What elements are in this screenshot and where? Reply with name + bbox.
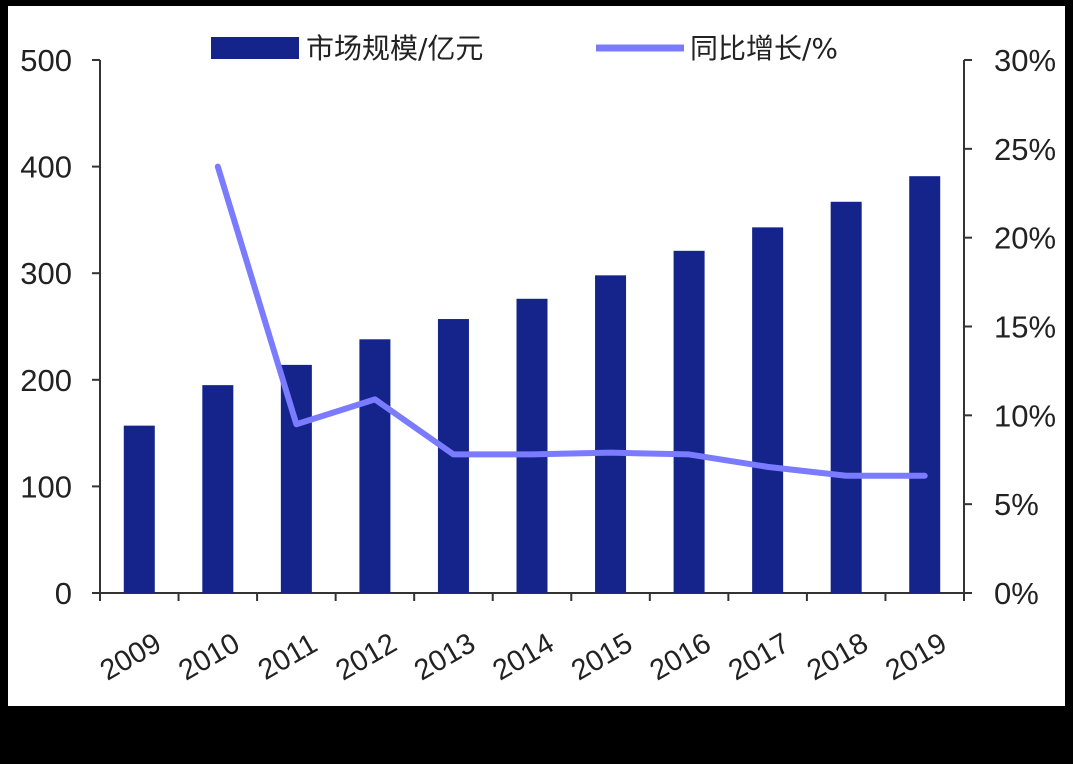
chart-card: 市场规模/亿元 同比增长/% 0 100 200 300 400 500 0% 5% 10% 15… bbox=[8, 6, 1065, 706]
growth-line-series bbox=[214, 163, 928, 479]
x-axis-tick-label: 2012 bbox=[330, 627, 402, 687]
left-axis-tick-label: 500 bbox=[20, 43, 72, 78]
growth-line bbox=[214, 163, 928, 479]
bar bbox=[359, 339, 391, 593]
bar bbox=[123, 425, 155, 593]
x-axis-tick-label: 2016 bbox=[645, 627, 717, 687]
left-axis-tick-label: 400 bbox=[20, 150, 72, 185]
right-axis-tick-label: 30% bbox=[994, 43, 1056, 78]
right-axis-tick-label: 10% bbox=[994, 398, 1056, 433]
x-axis-tick-label: 2014 bbox=[488, 627, 560, 687]
bar bbox=[202, 385, 234, 593]
legend-label-yoy-growth: 同比增长/% bbox=[690, 32, 838, 65]
legend-label-market-size: 市场规模/亿元 bbox=[306, 32, 483, 65]
right-axis-tick-label: 5% bbox=[994, 487, 1039, 522]
bar bbox=[909, 176, 941, 593]
right-axis-tick-label: 20% bbox=[994, 221, 1056, 256]
bar bbox=[752, 227, 784, 593]
left-axis-tick-label: 200 bbox=[20, 363, 72, 398]
x-axis-tick-label: 2011 bbox=[253, 628, 323, 687]
legend-swatch-bar bbox=[211, 37, 299, 59]
x-axis-tick-label: 2019 bbox=[880, 627, 952, 687]
right-axis-tick-label: 0% bbox=[994, 576, 1039, 611]
bar bbox=[673, 250, 705, 593]
bar bbox=[516, 298, 548, 593]
x-axis-tick-label: 2010 bbox=[173, 627, 245, 687]
left-axis-tick-label: 100 bbox=[20, 469, 72, 504]
bar bbox=[595, 275, 627, 593]
left-axis-tick-label: 300 bbox=[20, 256, 72, 291]
left-axis-tick-label: 0 bbox=[55, 576, 72, 611]
x-axis-tick-label: 2017 bbox=[723, 627, 795, 687]
right-axis-tick-label: 25% bbox=[994, 132, 1056, 167]
bars bbox=[123, 176, 941, 593]
x-axis-tick-label: 2009 bbox=[95, 627, 167, 687]
chart: 市场规模/亿元 同比增长/% 0 100 200 300 400 500 0% 5% 10% 15… bbox=[20, 32, 1056, 687]
x-axis-tick-label: 2018 bbox=[802, 627, 874, 687]
right-axis-tick-label: 15% bbox=[994, 310, 1056, 345]
x-axis-tick-label: 2013 bbox=[409, 627, 481, 687]
bar bbox=[280, 364, 312, 593]
bar bbox=[830, 201, 862, 593]
legend: 市场规模/亿元 同比增长/% bbox=[211, 32, 838, 65]
x-axis-tick-label: 2015 bbox=[566, 627, 638, 687]
